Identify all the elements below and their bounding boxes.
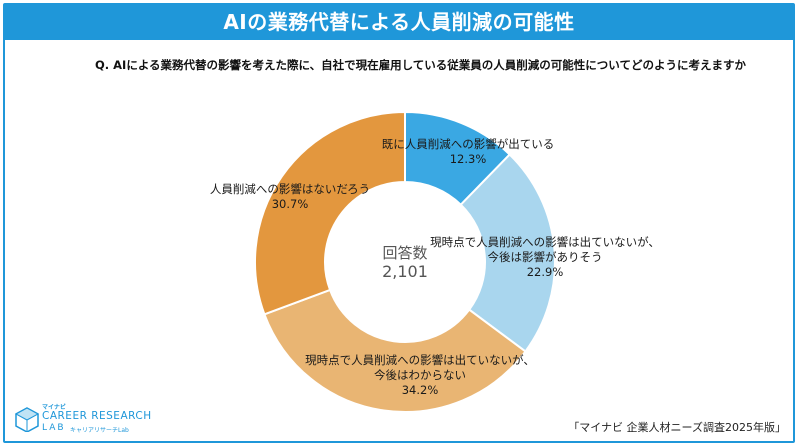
- donut-slice-2: [459, 153, 556, 353]
- career-research-lab-logo: マイナビ CAREER RESEARCH LAB キャリアリサーチLab: [14, 402, 154, 438]
- cube-logo-icon: [14, 407, 40, 432]
- logo-brand: マイナビ: [42, 404, 66, 411]
- page-title: AIの業務代替による人員削減の可能性: [5, 5, 793, 40]
- slice-label-2: 現時点で人員削減への影響は出ていないが、今後は影響がありそう 22.9%: [430, 235, 660, 279]
- logo-main-text: CAREER RESEARCH: [42, 410, 152, 422]
- infographic-frame: AIの業務代替による人員削減の可能性: [3, 3, 795, 443]
- source-note: 「マイナビ 企業人材ニーズ調査2025年版」: [568, 421, 786, 434]
- center-label: 回答数: [382, 244, 427, 262]
- slice-label-1: 既に人員削減への影響が出ている 12.3%: [382, 137, 555, 166]
- slice-label-3: 現時点で人員削減への影響は出ていないが、今後はわからない 34.2%: [305, 353, 535, 397]
- center-value: 2,101: [382, 262, 428, 281]
- logo-lab-text: LAB: [42, 423, 66, 433]
- donut-slice-3: [263, 288, 527, 413]
- slice-label-4: 人員削減への影響はないだろう 30.7%: [210, 182, 370, 211]
- logo-sub-text: キャリアリサーチLab: [70, 427, 129, 434]
- survey-question: Q. AIによる業務代替の影響を考えた際に、自社で現在雇用している従業員の人員削…: [95, 58, 746, 72]
- donut-slice-4: [254, 110, 406, 316]
